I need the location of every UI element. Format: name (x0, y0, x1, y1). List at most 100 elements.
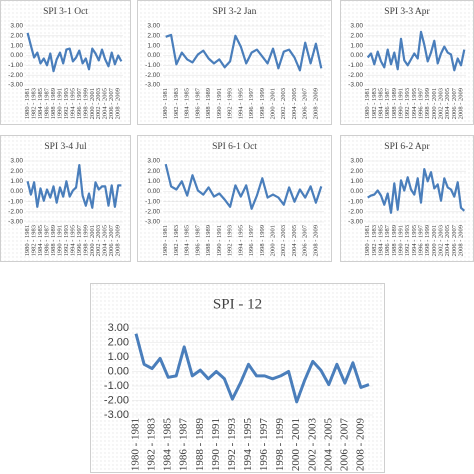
x-tick-label: 1998 - 1999 (259, 88, 266, 119)
x-tick-label: 2006 - 2007 (451, 87, 458, 119)
x-tick-label: 2000 - 2001 (270, 225, 277, 256)
x-tick-label: 1988 - 1989 (205, 88, 212, 119)
x-tick-label: 1980 - 1981 (24, 88, 31, 119)
x-tick-label: 1986 - 1987 (194, 224, 201, 256)
x-tick-label: 1984 - 1985 (184, 88, 191, 119)
x-tick-label: 1990 - 1991 (397, 225, 404, 256)
y-tick-label: -1.00 (8, 62, 23, 69)
x-tick-label: 2008 - 2009 (115, 88, 122, 119)
y-tick-label: 2.00 (350, 168, 363, 175)
x-tick-label: 1986 - 1987 (384, 224, 391, 256)
y-tick-label: 0.00 (108, 365, 129, 377)
y-tick-label: 0.00 (350, 188, 363, 195)
data-line (26, 164, 122, 209)
x-tick-label: 1998 - 1999 (82, 88, 89, 119)
x-tick-label: 1996 - 1997 (248, 87, 255, 119)
x-tick-label: 2004 - 2005 (291, 225, 298, 256)
y-tick-label: 3.00 (147, 158, 160, 165)
x-tick-label: 1998 - 1999 (424, 88, 431, 119)
x-tick-label: 2004 - 2005 (291, 88, 298, 119)
x-tick-label: 1984 - 1985 (377, 225, 384, 256)
y-tick-label: -2.00 (348, 72, 363, 79)
x-tick-label: 2000 - 2001 (270, 88, 277, 119)
y-tick-label: 3.00 (350, 158, 363, 165)
x-tick-label: 2004 - 2005 (102, 225, 109, 256)
chart-title: SPI 3-3 Apr (384, 7, 430, 17)
x-tick-label: 1980 - 1981 (162, 225, 169, 256)
x-tick-label: 1990 - 1991 (397, 88, 404, 119)
x-tick-label: 2006 - 2007 (302, 87, 309, 119)
x-tick-label: 1980 - 1981 (364, 225, 371, 256)
x-tick-label: 1988 - 1989 (391, 88, 398, 119)
x-tick-label: 2000 - 2001 (290, 418, 302, 471)
y-tick-label: 3.00 (10, 158, 23, 165)
y-tick-label: -3.00 (145, 82, 160, 89)
y-tick-label: -3.00 (145, 219, 160, 226)
x-tick-label: 2006 - 2007 (108, 87, 115, 119)
x-tick-label: 1996 - 1997 (258, 418, 270, 472)
chart-title: SPI 3-1 Oct (43, 7, 88, 17)
panel-background (137, 0, 332, 125)
y-tick-label: -2.00 (8, 209, 23, 216)
x-tick-label: 1984 - 1985 (37, 225, 44, 256)
y-tick-label: -2.00 (104, 394, 129, 406)
x-tick-label: 2002 - 2003 (95, 88, 102, 119)
x-tick-label: 1986 - 1987 (384, 87, 391, 119)
x-tick-label: 1988 - 1989 (50, 88, 57, 119)
x-tick-label: 1992 - 1993 (404, 88, 411, 119)
x-tick-label: 1988 - 1989 (391, 225, 398, 256)
x-tick-label: 1992 - 1993 (63, 88, 70, 119)
y-tick-label: 1.00 (350, 42, 363, 49)
chart-panel: SPI 6-2 Apr 3.00 2.00 1.00 0.00 -1.00 -2.00 -3.… (340, 135, 474, 262)
y-tick-label: 2.00 (10, 33, 23, 40)
x-tick-label: 2008 - 2009 (457, 225, 464, 256)
x-tick-label: 1990 - 1991 (216, 225, 223, 256)
data-line (134, 333, 370, 404)
chart-panel: SPI 3-1 Oct 3.00 2.00 1.00 0.00 -1.00 -2.00 -3.… (0, 0, 131, 125)
x-tick-label: 1994 - 1995 (69, 88, 76, 119)
y-tick-label: 0.00 (10, 52, 23, 59)
y-tick-label: -2.00 (348, 209, 363, 216)
x-tick-label: 1992 - 1993 (227, 225, 234, 256)
x-tick-label: 2008 - 2009 (354, 418, 366, 472)
x-tick-label: 1994 - 1995 (69, 225, 76, 256)
x-tick-label: 2002 - 2003 (280, 225, 287, 256)
x-tick-label: 2004 - 2005 (102, 88, 109, 119)
chart-title: SPI 3-4 Jul (44, 142, 87, 152)
x-tick-label: 1992 - 1993 (404, 225, 411, 256)
y-tick-label: 1.00 (147, 42, 160, 49)
x-tick-label: 1982 - 1983 (173, 225, 180, 256)
x-tick-label: 2002 - 2003 (95, 225, 102, 256)
y-tick-label: 2.00 (147, 168, 160, 175)
x-tick-label: 1982 - 1983 (146, 418, 158, 472)
y-tick-label: 1.00 (10, 42, 23, 49)
x-tick-label: 1992 - 1993 (63, 225, 70, 256)
x-tick-label: 2008 - 2009 (457, 88, 464, 119)
chart-title: SPI 3-2 Jan (213, 7, 257, 17)
panel-background (137, 135, 332, 262)
chart-title: SPI 6-1 Oct (212, 142, 257, 152)
y-tick-label: -1.00 (104, 380, 129, 392)
x-tick-label: 1988 - 1989 (205, 225, 212, 256)
x-tick-label: 1986 - 1987 (194, 87, 201, 119)
x-tick-label: 1994 - 1995 (237, 88, 244, 119)
y-tick-label: 3.00 (10, 23, 23, 30)
y-tick-label: -1.00 (8, 198, 23, 205)
x-tick-label: 1992 - 1993 (226, 418, 238, 472)
x-tick-label: 1998 - 1999 (424, 225, 431, 256)
chart-panel: SPI 6-1 Oct 3.00 2.00 1.00 0.00 -1.00 -2.00 -3.… (137, 135, 332, 262)
x-tick-label: 2002 - 2003 (437, 225, 444, 256)
y-tick-label: 0.00 (147, 52, 160, 59)
x-tick-label: 1984 - 1985 (37, 88, 44, 119)
y-tick-label: -3.00 (104, 409, 129, 421)
data-line (367, 168, 466, 214)
y-tick-label: -3.00 (8, 219, 23, 226)
data-line (366, 30, 466, 72)
y-tick-label: 3.00 (147, 23, 160, 30)
x-tick-label: 1996 - 1997 (248, 224, 255, 256)
y-tick-label: 2.00 (10, 168, 23, 175)
x-tick-label: 2008 - 2009 (312, 225, 319, 256)
x-tick-label: 1996 - 1997 (76, 87, 83, 119)
